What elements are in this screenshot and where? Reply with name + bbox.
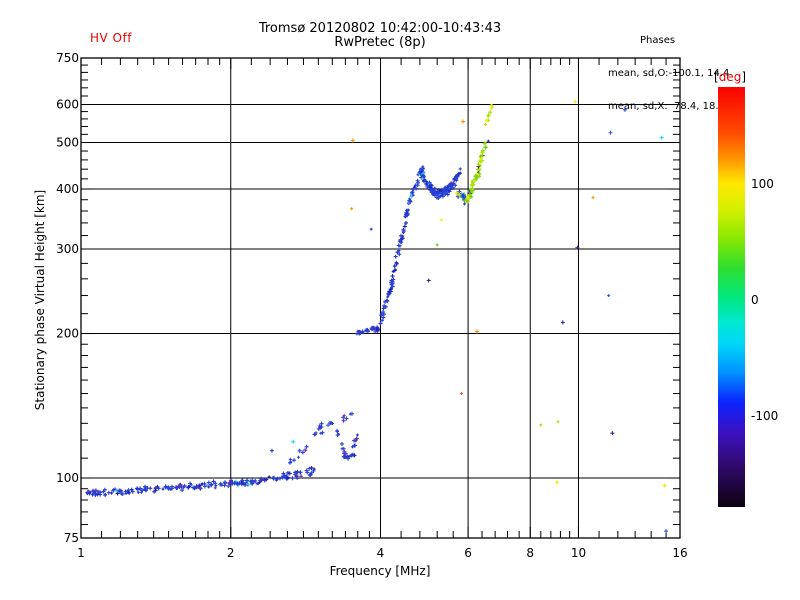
x-tick-label: 4	[377, 546, 385, 560]
x-tick-label: 6	[464, 546, 472, 560]
colorbar-tick-label: -100	[751, 409, 779, 424]
y-tick-label: 300	[56, 242, 79, 256]
x-tick-label: 16	[672, 546, 687, 560]
phases-o-stats: mean, sd,O:-100.1, 14.4	[608, 68, 730, 79]
colorbar-unit: deg	[718, 70, 742, 84]
y-tick-label: 750	[56, 51, 79, 65]
x-tick-label: 8	[526, 546, 534, 560]
colorbar-gradient	[718, 87, 745, 507]
y-tick-label: 75	[64, 531, 79, 545]
hv-status: HV Off	[90, 31, 132, 45]
x-tick-label: 2	[227, 546, 235, 560]
colorbar-unit-label: [deg]	[714, 70, 746, 84]
phases-panel: Phases mean, sd,O:-100.1, 14.4 mean, sd,…	[608, 13, 729, 134]
y-tick-label: 200	[56, 327, 79, 341]
bracket-right: ]	[741, 70, 746, 84]
y-axis-label: Stationary phase Virtual Height [km]	[33, 189, 47, 411]
bracket-left: [	[714, 70, 719, 84]
y-tick-label: 500	[56, 136, 79, 150]
x-tick-label: 10	[571, 546, 586, 560]
colorbar-tick-label: 100	[751, 176, 774, 191]
x-axis-label: Frequency [MHz]	[329, 564, 431, 578]
grid-lines	[81, 58, 680, 538]
tick-labels: 1 2 4 6 8 10 16 75 100 200 300 400 500 600 750	[56, 51, 688, 560]
y-tick-label: 600	[56, 98, 79, 112]
plot-subtitle: RwPretec (8p)	[334, 35, 426, 50]
plot-title: Tromsø 20120802 10:42:00-10:43:43	[258, 21, 502, 36]
y-tick-label: 100	[56, 471, 79, 485]
x-tick-label: 1	[77, 546, 85, 560]
phases-x-stats: mean, sd,X: 78.4, 18.6	[608, 101, 725, 112]
axis-ticks	[80, 57, 681, 539]
phases-title: Phases	[640, 35, 676, 46]
data-points	[85, 99, 669, 534]
colorbar-tick-label: 0	[751, 293, 759, 308]
y-tick-label: 400	[56, 182, 79, 196]
